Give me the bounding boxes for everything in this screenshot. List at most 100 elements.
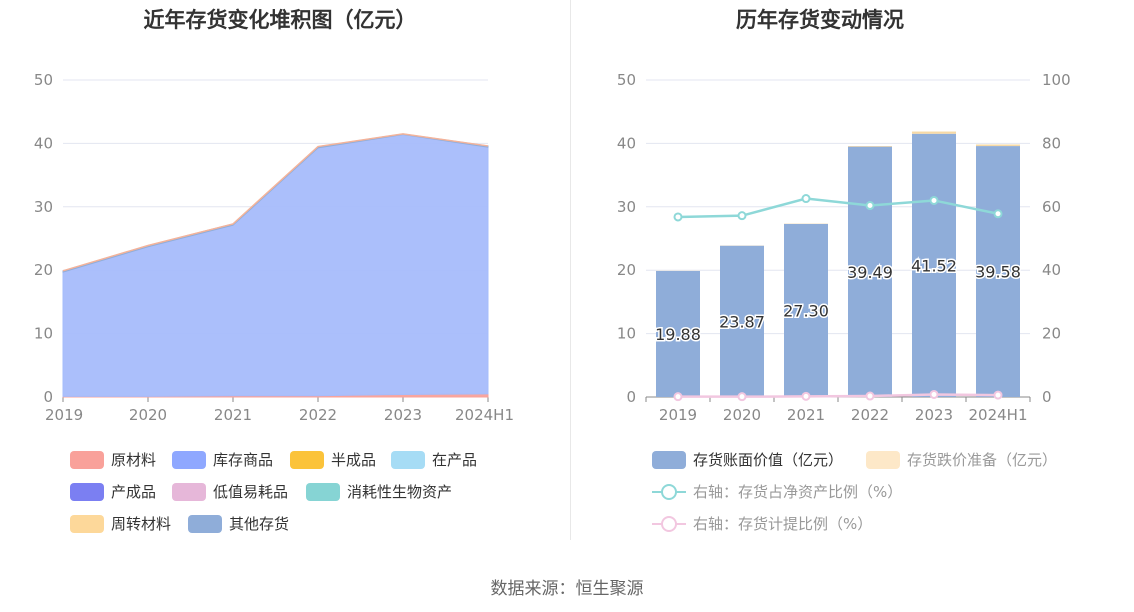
legend-label: 其他存货 [229,515,290,533]
y-tick-label: 30 [34,198,53,216]
bar-line-chart: 0 10 20 30 40 50 0 20 40 60 80 100 2019 2020 2021 2022 2… [617,71,1071,424]
y2-tick-label: 80 [1042,134,1061,152]
x-tick-label: 2019 [45,406,83,424]
right-chart-title: 历年存货变动情况 [736,8,904,32]
y-tick-label: 40 [34,134,53,152]
y-tick-label: 0 [43,388,53,406]
legend-label: 库存商品 [213,451,274,469]
y2-tick-label: 0 [1042,388,1052,406]
legend-item-work-in-progress[interactable]: 在产品 [391,449,477,470]
legend-item-products[interactable]: 产成品 [70,481,156,502]
legend-swatch [70,514,104,533]
legend-item-provision-ratio[interactable]: 右轴：存货计提比例（%） [652,513,872,534]
legend-item-finished-goods-stock[interactable]: 库存商品 [172,449,273,470]
legend-label: 存货账面价值（亿元） [693,451,844,469]
legend-label: 低值易耗品 [213,483,289,501]
legend-swatch [70,450,104,469]
y2-tick-label: 20 [1042,325,1061,343]
y-tick-label: 50 [617,71,636,89]
x-tick-label: 2022 [851,406,889,424]
x-tick-label: 2023 [384,406,422,424]
bar-inventory-book-value [720,245,764,397]
legend-item-semi-finished[interactable]: 半成品 [290,449,376,470]
legend-item-turnover-materials[interactable]: 周转材料 [70,513,171,534]
line-inventory-to-net-assets [677,197,999,219]
legend-swatch [652,450,686,469]
bar-inventory-book-value [656,270,700,397]
line-point [737,211,747,221]
legend-line-swatch [652,483,686,501]
x-tick-label: 2022 [299,406,337,424]
legend-item-inventory-book-value[interactable]: 存货账面价值（亿元） [652,449,843,470]
y2-tick-label: 60 [1042,198,1061,216]
legend-label: 周转材料 [111,515,172,533]
legend-swatch [866,450,900,469]
x-tick-label: 2024H1 [455,406,514,424]
legend-item-consumable-biological-assets[interactable]: 消耗性生物资产 [306,481,452,502]
bar-data-label: 23.87 [719,312,765,331]
stacked-area-chart: 0 10 20 30 40 50 2019 2020 2021 2022 2023 2024H1 [34,71,514,424]
bar-data-label: 19.88 [655,325,701,344]
legend-item-inventory-to-net-assets[interactable]: 右轴：存货占净资产比例（%） [652,481,902,502]
line-point [865,201,875,211]
legend-swatch [70,482,104,501]
y-tick-label: 10 [617,325,636,343]
line-point [929,195,939,205]
legend-swatch [290,450,324,469]
legend-swatch [391,450,425,469]
chart-divider [570,0,571,540]
legend-label: 半成品 [331,451,377,469]
x-tick-label: 2021 [214,406,252,424]
line-point [993,390,1003,400]
legend-swatch [188,514,222,533]
legend-label: 右轴：存货计提比例（%） [693,515,873,533]
y2-tick-label: 100 [1042,71,1071,89]
x-tick-label: 2020 [129,406,167,424]
line-point [929,389,939,399]
bar-impairment-provision [976,144,1020,147]
line-provision-ratio [678,393,999,398]
y-tick-label: 20 [34,261,53,279]
line-point [673,392,683,402]
bar-inventory-book-value [912,133,956,398]
line-point [993,209,1003,219]
line-point [865,391,875,401]
y-tick-label: 20 [617,261,636,279]
x-tick-label: 2020 [723,406,761,424]
legend-item-other-inventory[interactable]: 其他存货 [188,513,289,534]
legend-label: 原材料 [111,451,157,469]
legend-item-low-value-consumables[interactable]: 低值易耗品 [172,481,288,502]
legend-item-impairment-provision[interactable]: 存货跌价准备（亿元） [866,449,1057,470]
legend-line-swatch [652,515,686,533]
x-tick-label: 2019 [659,406,697,424]
legend-swatch [172,450,206,469]
line-point [673,212,683,222]
legend-swatch [306,482,340,501]
bar-inventory-book-value [784,223,828,397]
y-tick-label: 10 [34,325,53,343]
y2-tick-label: 40 [1042,261,1061,279]
bar-data-label: 27.30 [783,301,829,320]
legend-item-raw-materials[interactable]: 原材料 [70,449,156,470]
line-point [801,194,811,204]
bar-impairment-provision [912,131,956,134]
bar-impairment-provision [848,145,892,147]
legend-label: 在产品 [432,451,478,469]
legend-label: 产成品 [111,483,157,501]
line-point [801,391,811,401]
y-tick-label: 30 [617,198,636,216]
bar-data-label: 39.58 [975,263,1021,282]
area-top-outline [62,133,489,272]
data-source-note: 数据来源：恒生聚源 [490,579,644,599]
legend-label: 消耗性生物资产 [347,483,453,501]
y-tick-label: 0 [626,388,636,406]
y-tick-label: 50 [34,71,53,89]
x-tick-label: 2023 [915,406,953,424]
bar-data-label: 39.49 [847,263,893,282]
x-tick-label: 2021 [787,406,825,424]
left-chart-title: 近年存货变化堆积图（亿元） [143,8,417,32]
y-tick-label: 40 [617,134,636,152]
legend-swatch [172,482,206,501]
legend-label: 存货跌价准备（亿元） [907,451,1058,469]
legend-label: 右轴：存货占净资产比例（%） [693,483,903,501]
